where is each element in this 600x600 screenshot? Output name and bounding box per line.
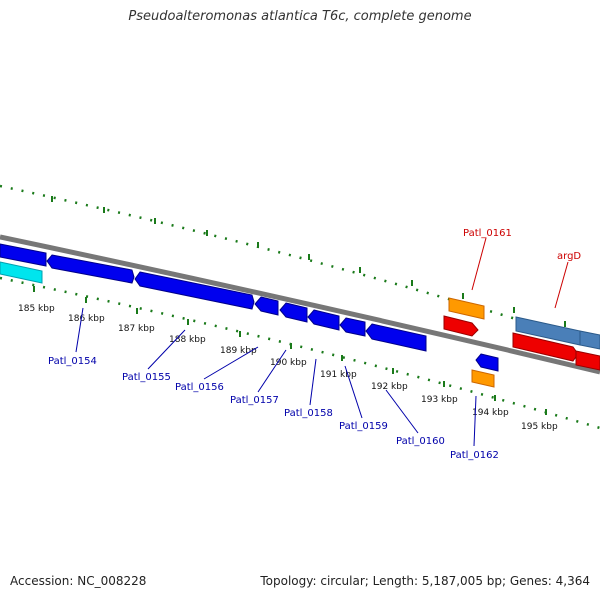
cds-patl-0154-left <box>0 243 47 267</box>
gene-label-patl-0157: Patl_0157 <box>230 395 279 406</box>
tick-label-194: 194 kbp <box>472 408 509 418</box>
cds-patl-0157 <box>279 302 308 323</box>
cds-patl-0162 <box>475 353 499 372</box>
rna-patl-0161 <box>448 297 485 320</box>
genome-summary-text: Topology: circular; Length: 5,187,005 bp… <box>260 574 590 588</box>
outer-tick-ring <box>0 184 600 347</box>
cds-patl-0154 <box>46 254 135 284</box>
tick-label-192: 192 kbp <box>371 382 408 392</box>
gene-label-patl-0161: Patl_0161 <box>463 228 512 239</box>
label-connectors <box>75 237 569 447</box>
tick-label-189: 189 kbp <box>220 346 257 356</box>
tick-label-191: 191 kbp <box>320 370 357 380</box>
gene-labels: Patl_0154 Patl_0155 Patl_0156 Patl_0157 … <box>48 228 581 461</box>
tick-label-190: 190 kbp <box>270 358 307 368</box>
red-feature-3 <box>575 350 600 371</box>
gene-label-patl-0162: Patl_0162 <box>450 450 499 461</box>
forward-strand-features <box>448 297 600 350</box>
gene-label-patl-0156: Patl_0156 <box>175 382 224 393</box>
gene-label-patl-0160: Patl_0160 <box>396 436 445 447</box>
forward-cds-right <box>579 330 600 350</box>
cds-patl-0155 <box>134 271 255 310</box>
cds-patl-0156 <box>254 296 279 316</box>
map-title: Pseudoalteromonas atlantica T6c, complet… <box>128 9 472 24</box>
tick-label-187: 187 kbp <box>118 324 155 334</box>
gene-label-patl-0154: Patl_0154 <box>48 356 97 367</box>
gene-label-argD: argD <box>557 251 581 262</box>
gene-label-patl-0155: Patl_0155 <box>122 372 171 383</box>
tick-label-195: 195 kbp <box>521 422 558 432</box>
tick-label-188: 188 kbp <box>169 335 206 345</box>
tick-label-185: 185 kbp <box>18 304 55 314</box>
outer-major-ticks <box>51 196 566 327</box>
tick-label-186: 186 kbp <box>68 314 105 324</box>
cds-patl-0159 <box>339 317 366 337</box>
genome-backbone <box>0 234 600 375</box>
cyan-feature <box>0 261 43 284</box>
cds-patl-0158 <box>307 309 340 331</box>
inner-major-ticks <box>33 286 547 415</box>
accession-text: Accession: NC_008228 <box>10 574 147 588</box>
reverse-strand-features <box>0 243 600 388</box>
gene-label-patl-0158: Patl_0158 <box>284 408 333 419</box>
cds-patl-0160 <box>365 323 427 352</box>
rna-feature-lower <box>471 369 495 388</box>
gene-label-patl-0159: Patl_0159 <box>339 421 388 432</box>
tick-label-193: 193 kbp <box>421 395 458 405</box>
tick-labels: 185 kbp 186 kbp 187 kbp 188 kbp 189 kbp … <box>18 304 558 432</box>
red-feature-1 <box>443 315 479 337</box>
